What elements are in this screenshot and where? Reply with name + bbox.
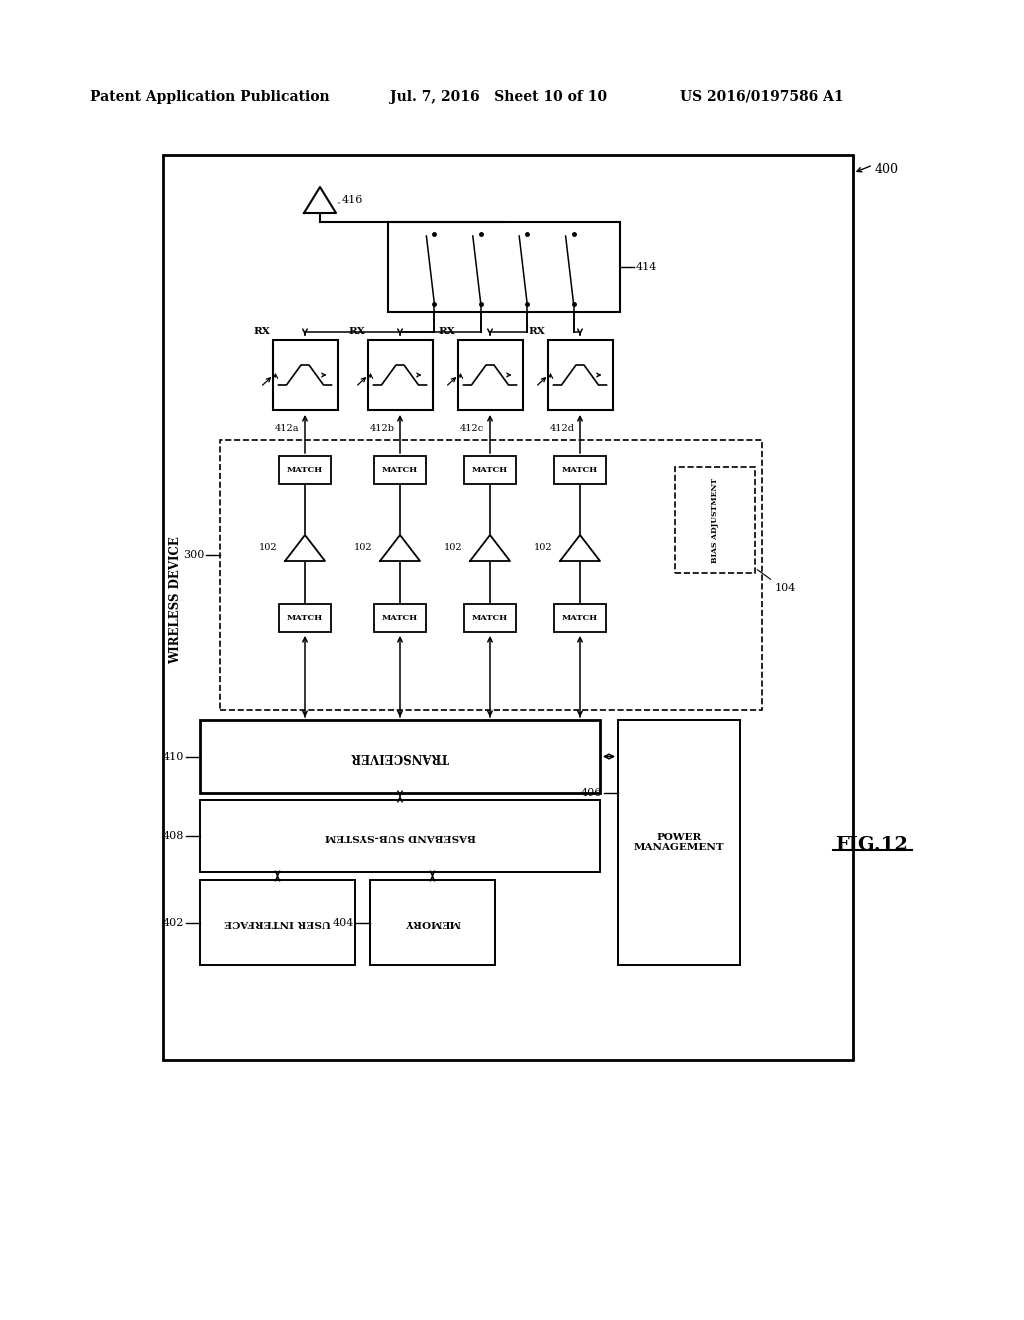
Bar — [554, 605, 606, 632]
Text: 408: 408 — [163, 832, 184, 841]
Bar — [200, 719, 600, 793]
Bar — [200, 800, 600, 873]
Text: TRANSCEIVER: TRANSCEIVER — [350, 750, 450, 763]
Bar — [272, 341, 338, 411]
Text: Jul. 7, 2016   Sheet 10 of 10: Jul. 7, 2016 Sheet 10 of 10 — [390, 90, 607, 104]
Text: 104: 104 — [775, 583, 797, 593]
Bar — [279, 455, 331, 484]
Text: RX: RX — [254, 327, 270, 337]
Bar — [220, 440, 762, 710]
Text: MATCH: MATCH — [382, 614, 418, 622]
Text: MATCH: MATCH — [562, 466, 598, 474]
Polygon shape — [380, 535, 420, 561]
Text: RX: RX — [349, 327, 366, 337]
Text: POWER
MANAGEMENT: POWER MANAGEMENT — [634, 833, 724, 853]
Text: 402: 402 — [163, 917, 184, 928]
Polygon shape — [304, 187, 336, 213]
Text: 412a: 412a — [274, 424, 299, 433]
Text: MATCH: MATCH — [382, 466, 418, 474]
Text: 300: 300 — [182, 550, 204, 560]
Text: 410: 410 — [163, 751, 184, 762]
Bar — [554, 455, 606, 484]
Text: 404: 404 — [333, 917, 354, 928]
Bar — [618, 719, 740, 965]
Bar — [464, 605, 516, 632]
Text: 414: 414 — [636, 261, 657, 272]
Bar — [374, 605, 426, 632]
Bar — [458, 341, 522, 411]
Text: 102: 102 — [534, 544, 552, 553]
Bar — [388, 222, 620, 312]
Text: RX: RX — [438, 327, 456, 337]
Text: BASEBAND SUB-SYSTEM: BASEBAND SUB-SYSTEM — [325, 832, 475, 841]
Bar — [200, 880, 355, 965]
Text: MATCH: MATCH — [562, 614, 598, 622]
Text: MEMORY: MEMORY — [404, 917, 461, 927]
Text: 412d: 412d — [550, 424, 574, 433]
Text: MATCH: MATCH — [472, 466, 508, 474]
Text: 102: 102 — [258, 544, 278, 553]
Text: 400: 400 — [874, 162, 899, 176]
Bar — [370, 880, 495, 965]
Text: FIG.12: FIG.12 — [836, 836, 908, 854]
Text: MATCH: MATCH — [287, 466, 323, 474]
Text: WIRELESS DEVICE: WIRELESS DEVICE — [170, 536, 182, 664]
Bar — [163, 154, 853, 1060]
Bar — [374, 455, 426, 484]
Text: USER INTERFACE: USER INTERFACE — [224, 917, 331, 927]
Text: Patent Application Publication: Patent Application Publication — [90, 90, 330, 104]
Text: 412c: 412c — [460, 424, 483, 433]
Text: US 2016/0197586 A1: US 2016/0197586 A1 — [680, 90, 844, 104]
Bar — [368, 341, 432, 411]
Text: BIAS ADJUSTMENT: BIAS ADJUSTMENT — [711, 478, 719, 562]
Text: MATCH: MATCH — [287, 614, 323, 622]
Text: 102: 102 — [353, 544, 372, 553]
Polygon shape — [285, 535, 325, 561]
Text: 102: 102 — [443, 544, 462, 553]
Bar — [675, 467, 755, 573]
Bar — [279, 605, 331, 632]
Text: MATCH: MATCH — [472, 614, 508, 622]
Polygon shape — [470, 535, 510, 561]
Text: RX: RX — [528, 327, 546, 337]
Bar — [548, 341, 612, 411]
Text: 406: 406 — [581, 788, 602, 797]
Bar — [464, 455, 516, 484]
Polygon shape — [560, 535, 600, 561]
Text: 412b: 412b — [370, 424, 394, 433]
Text: 416: 416 — [342, 195, 364, 205]
